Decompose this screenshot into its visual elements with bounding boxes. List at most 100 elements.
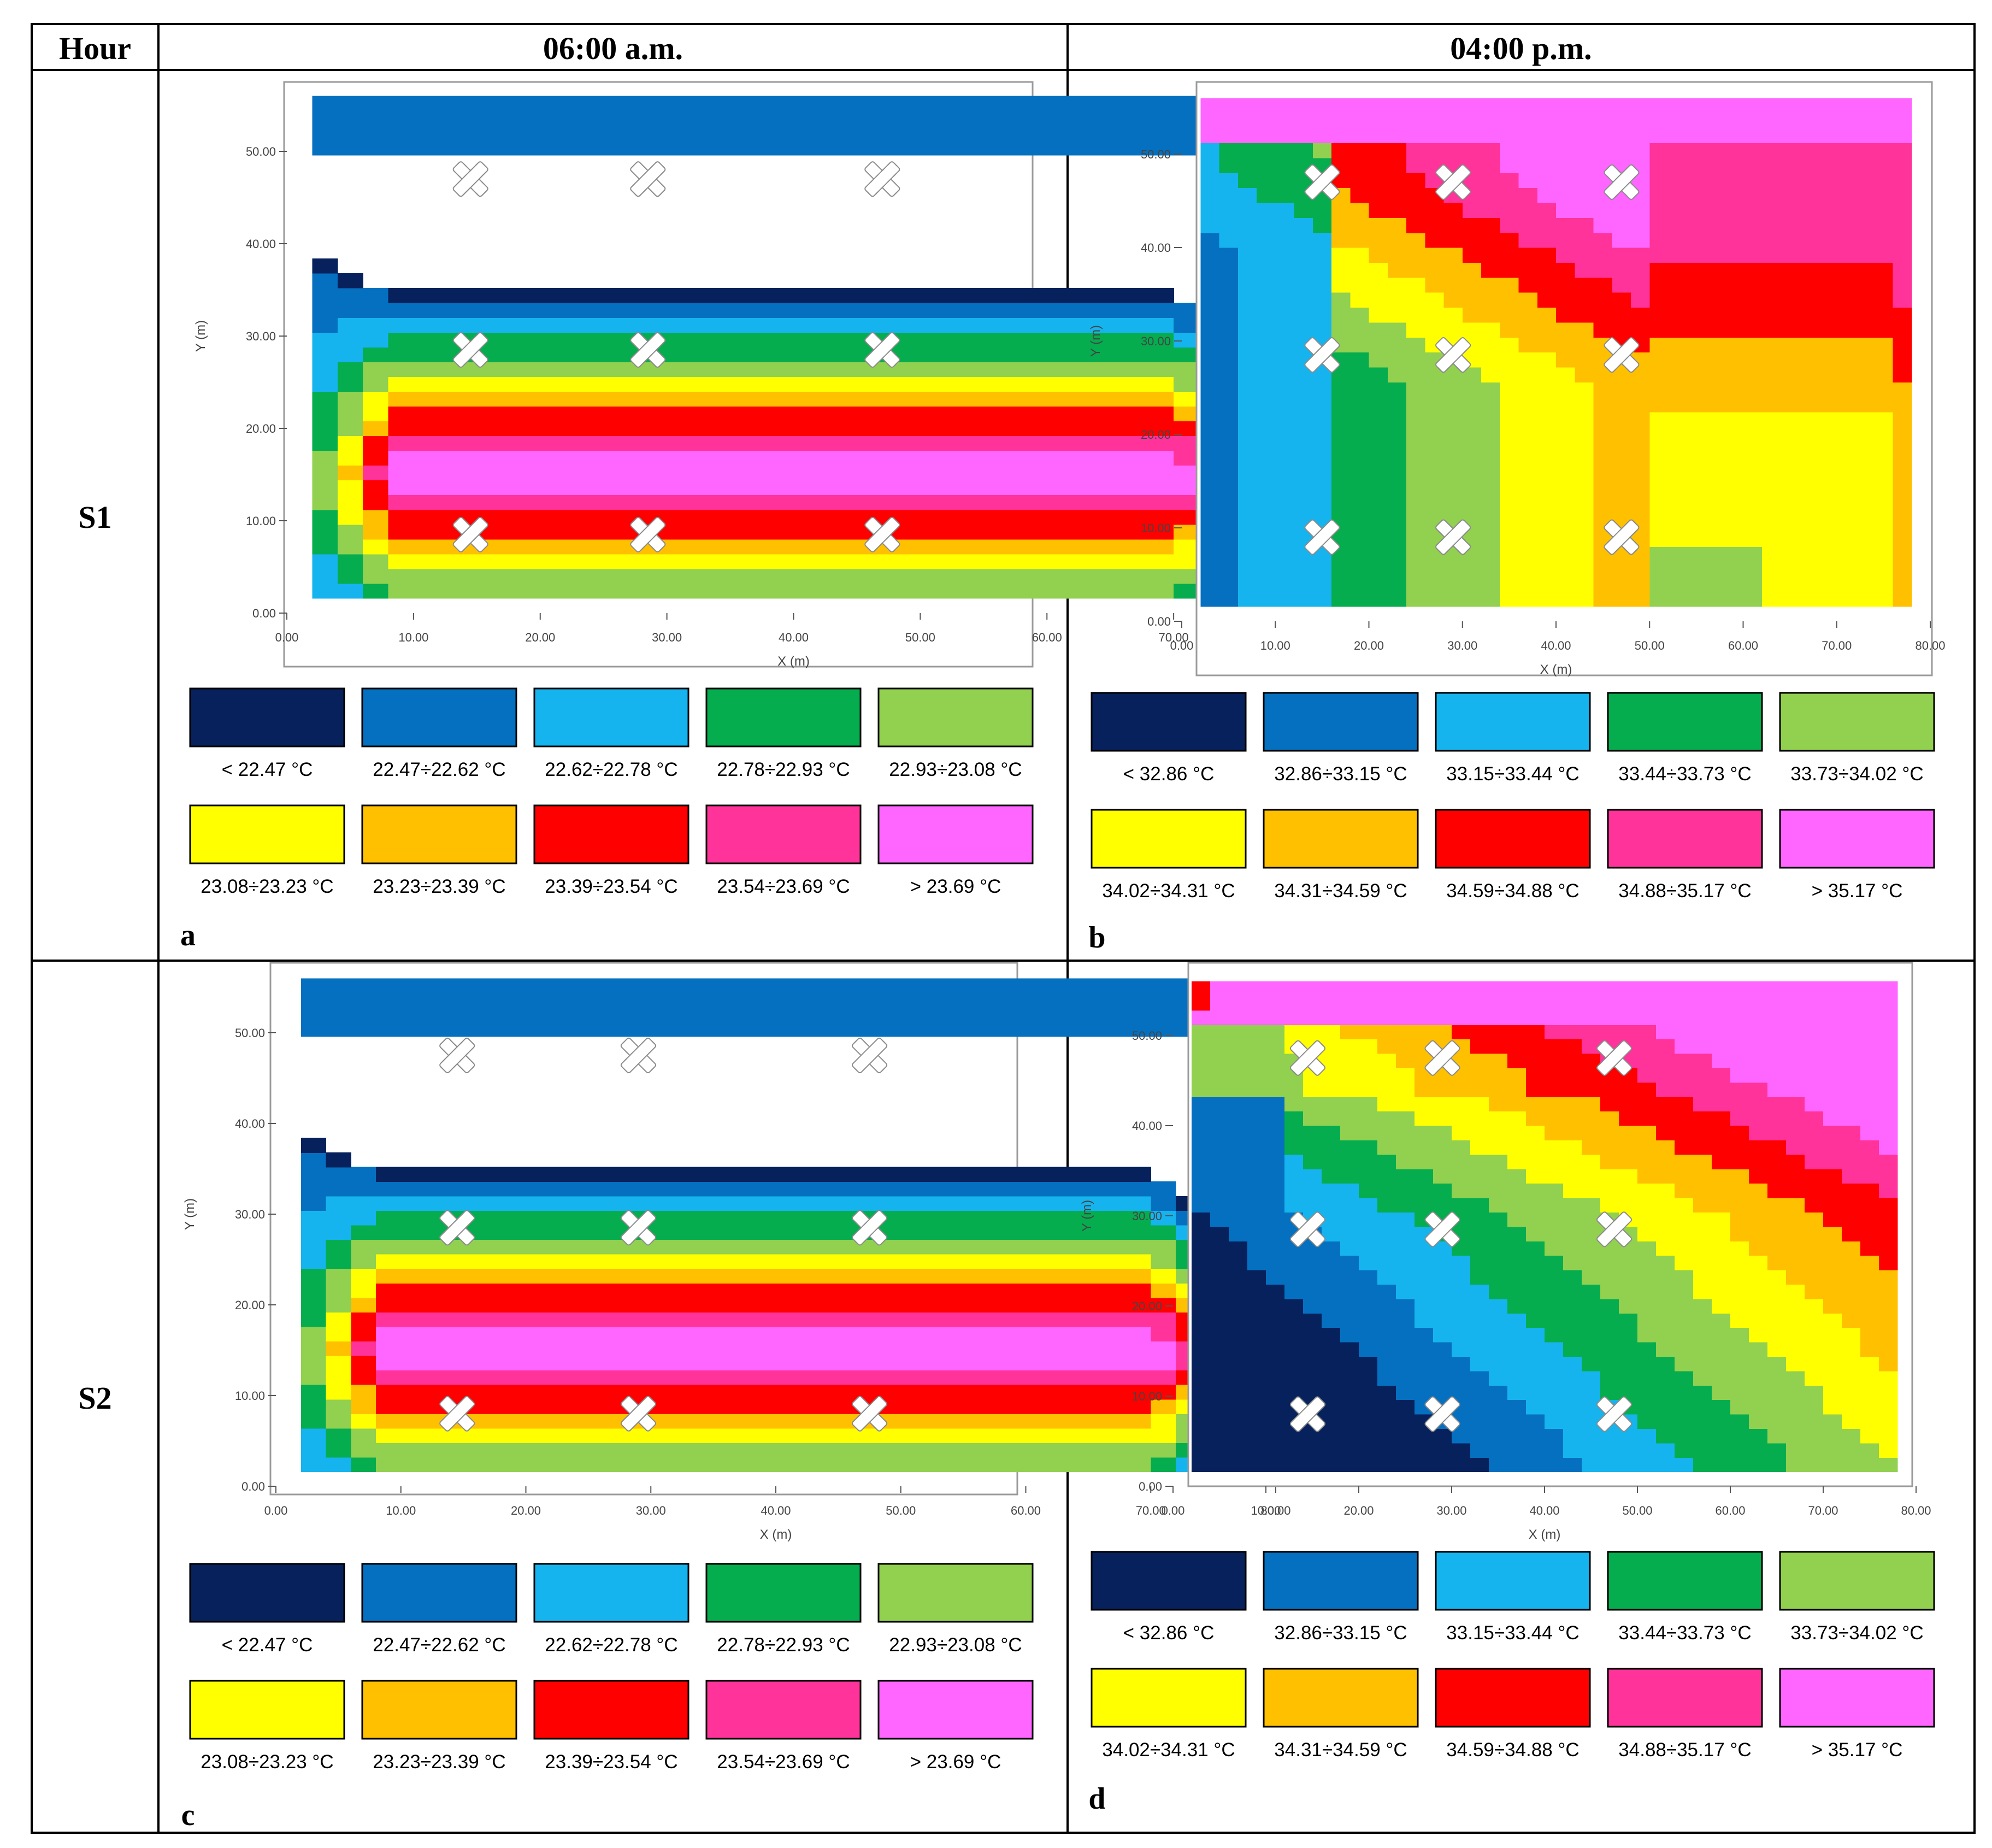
heatmap-cell (1322, 1298, 1341, 1314)
heatmap-cell (1575, 262, 1594, 278)
heatmap-cell (576, 1356, 602, 1371)
heatmap-cell (1433, 981, 1452, 996)
heatmap-cell (1537, 322, 1557, 338)
heatmap-cell (1322, 1385, 1341, 1400)
heatmap-cell (1637, 1198, 1657, 1213)
heatmap-cell (1237, 576, 1257, 592)
header-am: 06:00 a.m. (543, 31, 683, 66)
heatmap-cell (1331, 502, 1351, 517)
heatmap-cell (451, 1254, 476, 1269)
heatmap-cell (626, 1297, 651, 1313)
heatmap-cell (1275, 128, 1295, 144)
heatmap-cell (1600, 1025, 1619, 1040)
heatmap-cell (1462, 472, 1482, 487)
heatmap-cell (717, 125, 744, 141)
heatmap-cell (1836, 531, 1856, 547)
heatmap-cell (1743, 307, 1763, 323)
heatmap-cell (326, 1399, 351, 1414)
heatmap-cell (1192, 981, 1211, 996)
heatmap-cell (1350, 248, 1370, 263)
heatmap-cell (844, 376, 870, 392)
heatmap-cell (1312, 561, 1332, 577)
heatmap-cell (1123, 288, 1149, 303)
heatmap-cell (1266, 1342, 1285, 1357)
heatmap-cells (312, 96, 1276, 599)
x-tick-label: 30.00 (636, 1504, 666, 1517)
heatmap-cell (1148, 96, 1174, 111)
heatmap-cell (920, 347, 946, 362)
heatmap-cell (1462, 98, 1482, 114)
heatmap-cell (464, 288, 490, 303)
heatmap-cell (1481, 412, 1500, 427)
heatmap-cell (1799, 427, 1819, 443)
heatmap-cell (1582, 1126, 1601, 1140)
heatmap-cell (1340, 981, 1359, 996)
heatmap-cell (1377, 1111, 1396, 1126)
heatmap-cell (1257, 382, 1276, 398)
heatmap-cell (971, 509, 997, 525)
heatmap-cell (1712, 1457, 1731, 1473)
heatmap-cell (1000, 1210, 1027, 1226)
heatmap-cell (1148, 288, 1174, 303)
heatmap-cell (312, 450, 338, 466)
heatmap-cell (1051, 1268, 1076, 1284)
heatmap-cell (1359, 1298, 1378, 1314)
heatmap-cell (1712, 1428, 1731, 1444)
heatmap-cell (1359, 1212, 1378, 1227)
heatmap-cell (1500, 98, 1519, 114)
heatmap-cell (1799, 157, 1819, 173)
heatmap-cell (1855, 382, 1875, 398)
heatmap-cell (1874, 412, 1894, 427)
heatmap-cell (1021, 539, 1047, 555)
heatmap-cell (540, 495, 566, 510)
heatmap-cell (1350, 486, 1370, 502)
heatmap-cell (400, 1312, 427, 1327)
heatmap-cell (1415, 1082, 1434, 1097)
heatmap-cell (1767, 1399, 1787, 1415)
heatmap-cell (1489, 1068, 1508, 1083)
heatmap-cell (1836, 173, 1856, 189)
heatmap-cell (1668, 427, 1688, 443)
heatmap-cell (851, 1297, 876, 1313)
heatmap-cell (1387, 502, 1407, 517)
heatmap-cell (1125, 1225, 1151, 1240)
heatmap-cell (576, 1414, 602, 1429)
heatmap-cell (1730, 1327, 1749, 1343)
heatmap-cell (312, 273, 338, 289)
heatmap-cell (1860, 1126, 1879, 1140)
heatmap-cell (1359, 1399, 1378, 1415)
heatmap-cell (1668, 576, 1688, 592)
heatmap-cell (500, 1225, 527, 1240)
heatmap-cell (844, 450, 870, 466)
heatmap-cell (1229, 1126, 1248, 1140)
heatmap-cell (1047, 435, 1073, 451)
heatmap-cell (1656, 1140, 1675, 1155)
heatmap-cell (600, 1385, 627, 1400)
heatmap-cell (1842, 1356, 1861, 1372)
heatmap-cell (1730, 1140, 1749, 1155)
heatmap-cell (1799, 143, 1819, 158)
heatmap-cell (490, 450, 515, 466)
heatmap-cell (312, 509, 338, 525)
heatmap-cell (1860, 1457, 1879, 1473)
heatmap-cell (1823, 1284, 1842, 1299)
heatmap-cell (363, 96, 389, 111)
heatmap-cell (451, 1428, 476, 1443)
heatmap-cell (1148, 480, 1174, 496)
heatmap-cell (1507, 1010, 1527, 1025)
heatmap-cell (1563, 1082, 1582, 1097)
heatmap-cell (1284, 1082, 1304, 1097)
heatmap-cell (1619, 1313, 1638, 1328)
heatmap-cell (1257, 187, 1276, 203)
heatmap-cell (717, 347, 744, 362)
heatmap-cell (1151, 1181, 1176, 1197)
heatmap-cell (1123, 509, 1149, 525)
heatmap-cell (1693, 1183, 1712, 1198)
heatmap-cell (616, 303, 642, 318)
heatmap-cell (1799, 502, 1819, 517)
heatmap-cell (1021, 450, 1047, 466)
heatmap-cell (751, 1443, 776, 1458)
heatmap-cell (1537, 277, 1557, 293)
heatmap-cell (1148, 376, 1174, 392)
